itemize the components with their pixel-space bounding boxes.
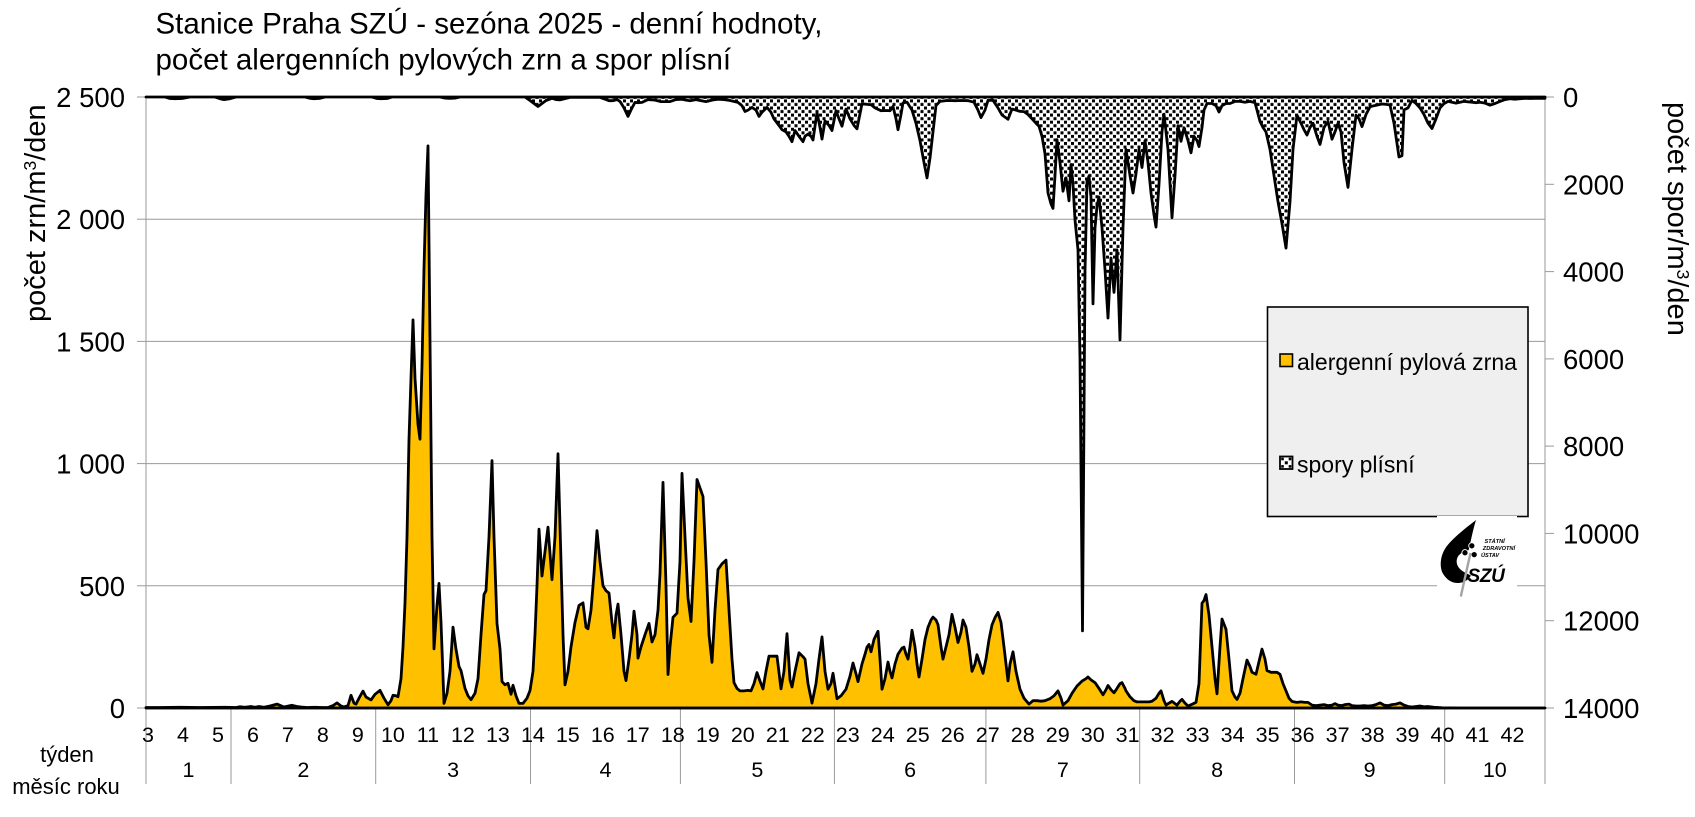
svg-text:9: 9 (1364, 758, 1376, 782)
svg-text:ÚSTAV: ÚSTAV (1481, 552, 1500, 559)
svg-text:2: 2 (297, 758, 309, 782)
svg-text:3: 3 (447, 758, 459, 782)
svg-text:3: 3 (142, 723, 154, 747)
svg-text:7: 7 (1057, 758, 1069, 782)
svg-text:41: 41 (1466, 723, 1490, 747)
svg-text:10: 10 (381, 723, 405, 747)
svg-text:4: 4 (600, 758, 612, 782)
svg-text:8000: 8000 (1563, 431, 1624, 462)
svg-text:1: 1 (183, 758, 195, 782)
svg-text:5: 5 (212, 723, 224, 747)
svg-text:8: 8 (317, 723, 329, 747)
svg-text:spory plísní: spory plísní (1297, 452, 1415, 478)
svg-text:4: 4 (177, 723, 189, 747)
svg-text:8: 8 (1211, 758, 1223, 782)
svg-text:21: 21 (766, 723, 790, 747)
svg-text:36: 36 (1291, 723, 1315, 747)
svg-text:ZDRAVOTNÍ: ZDRAVOTNÍ (1482, 545, 1517, 552)
svg-text:10000: 10000 (1563, 518, 1639, 549)
svg-text:13: 13 (486, 723, 510, 747)
svg-text:27: 27 (976, 723, 1000, 747)
svg-text:2000: 2000 (1563, 169, 1624, 200)
svg-text:6: 6 (904, 758, 916, 782)
svg-text:4000: 4000 (1563, 257, 1624, 288)
svg-text:16: 16 (591, 723, 615, 747)
svg-text:34: 34 (1221, 723, 1245, 747)
svg-text:6000: 6000 (1563, 344, 1624, 375)
svg-text:42: 42 (1501, 723, 1525, 747)
svg-text:25: 25 (906, 723, 930, 747)
svg-text:17: 17 (626, 723, 650, 747)
svg-text:9: 9 (352, 723, 364, 747)
svg-text:32: 32 (1151, 723, 1175, 747)
svg-text:29: 29 (1046, 723, 1070, 747)
svg-text:22: 22 (801, 723, 825, 747)
svg-text:0: 0 (110, 693, 125, 724)
svg-text:počet alergenních pylových zrn: počet alergenních pylových zrn a spor pl… (156, 44, 732, 77)
svg-text:1 500: 1 500 (56, 326, 125, 357)
svg-text:alergenní pylová zrna: alergenní pylová zrna (1297, 349, 1517, 375)
svg-text:39: 39 (1396, 723, 1420, 747)
svg-text:počet zrn/m3/den: počet zrn/m3/den (20, 104, 52, 322)
svg-text:počet spor/m3/den: počet spor/m3/den (1661, 102, 1693, 336)
svg-text:0: 0 (1563, 82, 1578, 113)
svg-text:18: 18 (661, 723, 685, 747)
svg-text:37: 37 (1326, 723, 1350, 747)
svg-text:28: 28 (1011, 723, 1035, 747)
svg-text:7: 7 (282, 723, 294, 747)
svg-text:6: 6 (247, 723, 259, 747)
svg-text:500: 500 (79, 571, 125, 602)
svg-text:31: 31 (1116, 723, 1140, 747)
svg-text:2 000: 2 000 (56, 204, 125, 235)
svg-text:33: 33 (1186, 723, 1210, 747)
svg-text:SZÚ: SZÚ (1468, 565, 1507, 587)
svg-text:2 500: 2 500 (56, 82, 125, 113)
svg-text:12000: 12000 (1563, 606, 1639, 637)
svg-text:10: 10 (1483, 758, 1507, 782)
svg-text:20: 20 (731, 723, 755, 747)
svg-text:5: 5 (751, 758, 763, 782)
svg-text:26: 26 (941, 723, 965, 747)
svg-text:23: 23 (836, 723, 860, 747)
svg-text:měsíc roku: měsíc roku (12, 774, 120, 799)
svg-text:40: 40 (1431, 723, 1455, 747)
svg-text:19: 19 (696, 723, 720, 747)
svg-text:24: 24 (871, 723, 895, 747)
svg-text:týden: týden (40, 742, 94, 767)
svg-text:14000: 14000 (1563, 693, 1639, 724)
svg-text:38: 38 (1361, 723, 1385, 747)
svg-text:1 000: 1 000 (56, 449, 125, 480)
svg-text:14: 14 (521, 723, 545, 747)
svg-text:30: 30 (1081, 723, 1105, 747)
svg-text:12: 12 (451, 723, 475, 747)
svg-text:STÁTNÍ: STÁTNÍ (1485, 538, 1507, 545)
svg-text:35: 35 (1256, 723, 1280, 747)
svg-text:11: 11 (417, 723, 439, 747)
svg-text:Stanice Praha SZÚ - sezóna 202: Stanice Praha SZÚ - sezóna 2025 - denní … (156, 8, 823, 41)
svg-text:15: 15 (556, 723, 580, 747)
